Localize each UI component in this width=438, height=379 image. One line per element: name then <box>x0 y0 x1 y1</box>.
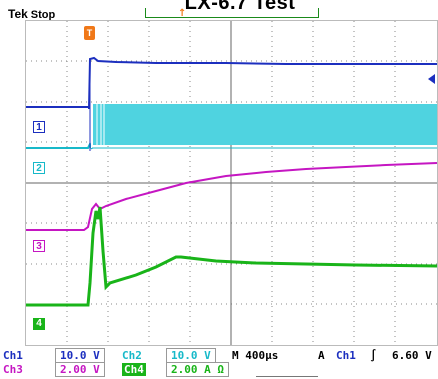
ch4-scale: 2.00 A Ω <box>166 362 229 377</box>
trigger-source-label: A <box>318 349 325 362</box>
record-position-marker: ↑ <box>178 8 187 19</box>
trigger-position-marker[interactable]: T <box>84 26 95 40</box>
waveform-graph <box>26 21 437 345</box>
channel-3-marker[interactable]: 3 <box>33 240 45 252</box>
timebase-readout: M 400µs <box>232 349 279 362</box>
trigger-slope-icon: ∫ <box>370 349 377 362</box>
readout-divider <box>256 376 318 377</box>
ch3-scale: 2.00 V <box>55 362 105 377</box>
channel-2-trace <box>26 104 437 150</box>
channel-3-trace <box>26 162 437 231</box>
channel-1-marker[interactable]: 1 <box>33 121 45 133</box>
readout-bar: Ch1 10.0 V Ch2 10.0 V M 400µs A Ch1 ∫ 6.… <box>0 346 438 379</box>
channel-4-marker[interactable]: 4 <box>33 318 45 330</box>
trigger-level: 6.60 V <box>392 349 432 362</box>
ch2-scale: 10.0 V <box>166 348 216 363</box>
graticule-center-axes <box>26 21 437 345</box>
ch2-label: Ch2 <box>122 349 142 362</box>
record-length-bar <box>145 8 319 18</box>
channel-1-trace <box>26 56 437 151</box>
ch4-label: Ch4 <box>122 363 146 376</box>
brand-label: Tek <box>8 7 28 21</box>
channel-2-marker[interactable]: 2 <box>33 162 45 174</box>
scope-brand: Tek Stop <box>8 7 55 21</box>
channel-4-trace <box>26 206 437 307</box>
ch1-label: Ch1 <box>3 349 23 362</box>
trigger-channel: Ch1 <box>336 349 356 362</box>
acquisition-state: Stop <box>30 9 56 21</box>
trigger-level-arrow-icon[interactable] <box>428 74 435 84</box>
ch1-scale: 10.0 V <box>55 348 105 363</box>
ch3-label: Ch3 <box>3 363 23 376</box>
plot-title: LX-6.7 Test <box>184 0 296 14</box>
scope-display: 1 2 3 4 <box>25 20 438 346</box>
